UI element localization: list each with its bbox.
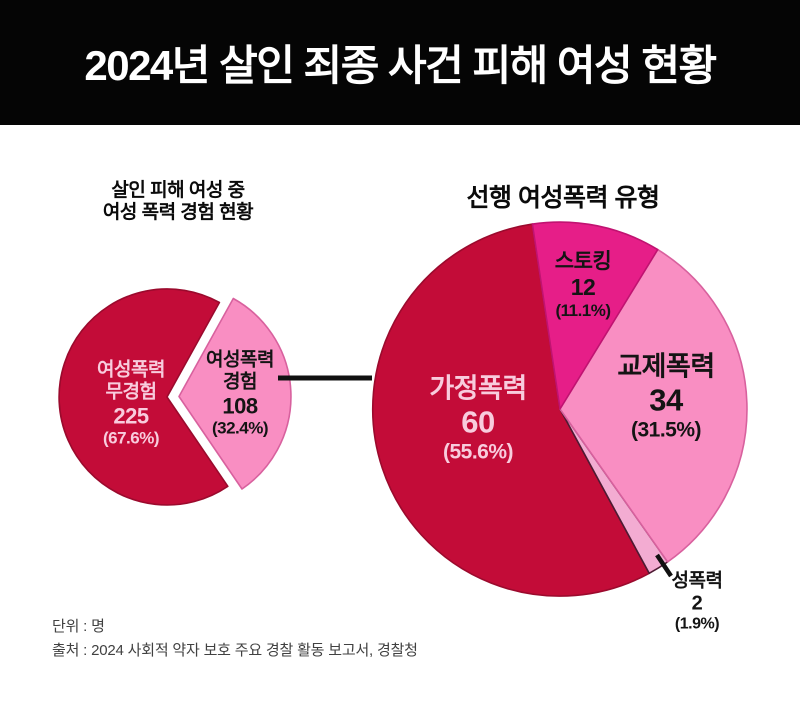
left-chart-title-line1: 살인 피해 여성 중 bbox=[111, 180, 245, 201]
slice-label-line: 스토킹 bbox=[554, 249, 612, 273]
slice-label-line: 여성폭력 bbox=[97, 359, 165, 381]
pie-slice-교제폭력 bbox=[559, 248, 748, 563]
slice-value: 225 bbox=[113, 403, 149, 429]
right-chart-title: 선행 여성폭력 유형 bbox=[466, 184, 660, 212]
slice-value: 60 bbox=[461, 404, 495, 440]
unit-note: 단위 : 명 bbox=[52, 618, 105, 635]
slice-percent: (55.6%) bbox=[442, 440, 514, 464]
left-chart-title-line2: 여성 폭력 경험 현황 bbox=[102, 202, 254, 223]
source-note: 출처 : 2024 사회적 약자 보호 주요 경찰 활동 보고서, 경찰청 bbox=[52, 642, 418, 659]
slice-percent: (1.9%) bbox=[674, 615, 720, 633]
label-sexual-violence: 성폭력 2 (1.9%) bbox=[672, 570, 723, 633]
slice-percent: (32.4%) bbox=[211, 418, 269, 438]
label-no-experience: 여성폭력 무경험 225 (67.6%) bbox=[97, 360, 165, 449]
slice-label-line: 가정폭력 bbox=[429, 373, 527, 404]
slice-value: 34 bbox=[649, 382, 683, 418]
sexual-violence-leader-line bbox=[655, 553, 673, 578]
slice-label-line: 무경험 bbox=[105, 381, 157, 403]
footer-notes: 단위 : 명 출처 : 2024 사회적 약자 보호 주요 경찰 활동 보고서,… bbox=[52, 615, 418, 663]
page-title: 2024년 살인 죄종 사건 피해 여성 현황 bbox=[84, 42, 717, 89]
slice-label-line: 교제폭력 bbox=[617, 351, 715, 382]
pie-slice-가정폭력 bbox=[371, 223, 650, 597]
slice-value: 12 bbox=[570, 274, 596, 301]
header-banner: 2024년 살인 죄종 사건 피해 여성 현황 bbox=[0, 0, 800, 125]
slice-value: 108 bbox=[222, 393, 258, 419]
slice-percent: (67.6%) bbox=[102, 428, 160, 448]
slice-label-line: 성폭력 bbox=[671, 570, 723, 592]
slice-label-line: 경험 bbox=[223, 371, 257, 393]
label-stalking: 스토킹 12 (11.1%) bbox=[554, 249, 612, 320]
label-domestic-violence: 가정폭력 60 (55.6%) bbox=[429, 373, 527, 465]
label-dating-violence: 교제폭력 34 (31.5%) bbox=[617, 351, 715, 443]
slice-label-line: 여성폭력 bbox=[206, 349, 274, 371]
slice-value: 2 bbox=[691, 592, 703, 615]
slice-percent: (31.5%) bbox=[630, 418, 702, 442]
pie-slice-여성폭력 무경험 bbox=[58, 288, 229, 506]
left-chart-title: 살인 피해 여성 중 여성 폭력 경험 현황 bbox=[102, 180, 254, 224]
label-experience: 여성폭력 경험 108 (32.4%) bbox=[206, 350, 274, 439]
slice-percent: (11.1%) bbox=[555, 300, 611, 320]
pie-slice-여성폭력 경험 bbox=[178, 297, 292, 490]
pie-slice-스토킹 bbox=[531, 221, 659, 410]
